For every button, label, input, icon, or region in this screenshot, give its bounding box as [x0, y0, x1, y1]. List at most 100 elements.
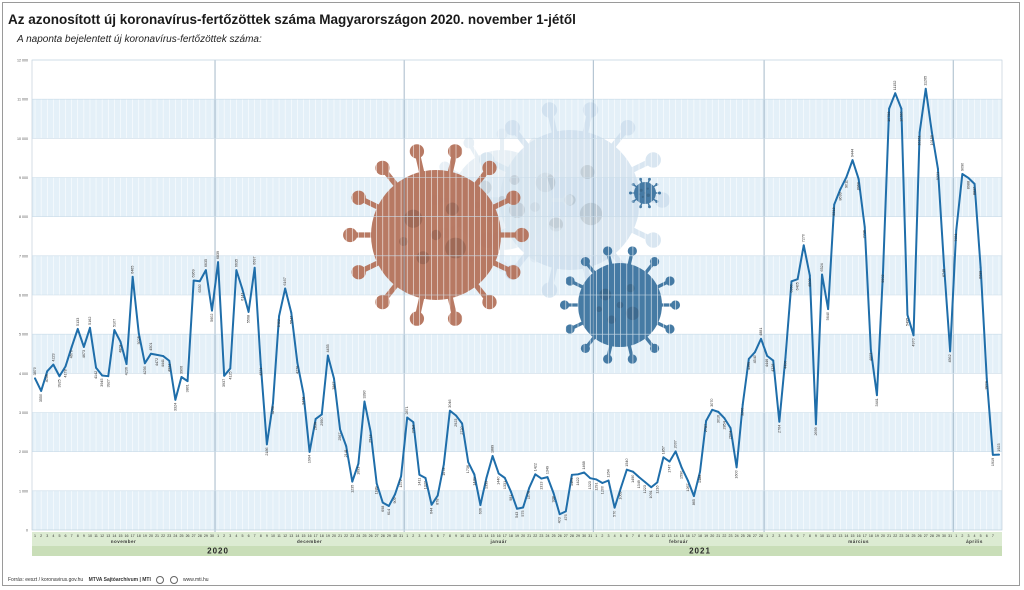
virus-spot [580, 165, 595, 179]
x-tick-label: 23 [167, 534, 171, 538]
data-point [424, 477, 427, 479]
credit-text: MTVA Sajtóarchívum | MTI [88, 577, 151, 583]
x-tick-label: 3 [229, 534, 231, 538]
data-label: 8960 [857, 182, 861, 190]
data-label: 9444 [851, 149, 855, 157]
data-point [723, 417, 726, 420]
x-tick-label: 14 [844, 534, 848, 538]
data-point [979, 266, 982, 269]
month-label: április [966, 539, 983, 544]
data-point [308, 451, 311, 453]
year-label: 2021 [689, 547, 711, 556]
x-tick-label: 21 [527, 534, 531, 538]
data-point [528, 486, 531, 489]
data-label: 1349 [637, 480, 641, 488]
x-tick-label: 6 [65, 534, 67, 538]
virus-spike-tip [343, 227, 358, 243]
x-tick-label: 18 [509, 534, 513, 538]
data-label: 1747 [668, 465, 672, 473]
data-label: 4321 [167, 364, 171, 372]
data-label: 614 [387, 509, 391, 515]
virus-spot [445, 237, 466, 259]
virus-spike-tip [553, 161, 565, 173]
data-label: 5133 [76, 318, 80, 326]
data-label: 1600 [735, 470, 739, 478]
x-tick-label: 9 [266, 534, 268, 538]
x-tick-label: 8 [77, 534, 79, 538]
data-point [686, 479, 689, 482]
data-point [796, 278, 799, 281]
x-tick-label: 15 [118, 534, 122, 538]
data-label: 1313 [539, 482, 543, 490]
data-label: 2699 [814, 427, 818, 435]
month-label: február [669, 539, 688, 544]
x-tick-label: 26 [186, 534, 190, 538]
data-label: 6635 [204, 259, 208, 267]
x-tick-label: 14 [295, 534, 299, 538]
data-label: 3478 [301, 397, 305, 405]
data-point [204, 269, 207, 272]
x-tick-label: 24 [546, 534, 550, 538]
x-tick-label: 8 [638, 534, 640, 538]
data-point [333, 377, 335, 380]
data-point [650, 486, 653, 489]
data-label: 4540 [753, 355, 757, 363]
x-tick-label: 19 [143, 534, 147, 538]
y-tick-label: 12 000 [17, 59, 28, 63]
data-label: 1091 [649, 490, 653, 498]
data-label: 5462 [277, 319, 281, 327]
data-point [943, 264, 945, 267]
x-tick-label: 10 [460, 534, 464, 538]
virus-spike-tip [529, 137, 541, 149]
virus-spike-tip [409, 311, 425, 326]
x-tick-label: 23 [899, 534, 903, 538]
x-tick-label: 17 [131, 534, 135, 538]
data-point [564, 510, 567, 513]
x-tick-label: 30 [210, 534, 214, 538]
data-label: 4142 [94, 371, 98, 379]
data-point [985, 377, 988, 380]
virus-spike-tip [482, 160, 497, 176]
data-point [601, 482, 604, 484]
x-tick-label: 18 [320, 534, 324, 538]
data-label: 7270 [802, 234, 806, 242]
data-label: 6141 [240, 292, 244, 300]
x-tick-label: 24 [173, 534, 177, 538]
data-label: 1468 [582, 461, 586, 469]
data-label: 6405 [796, 282, 800, 290]
virus-spike-tip [351, 190, 366, 205]
data-label: 5025 [137, 336, 141, 344]
data-label: 1440 [497, 477, 501, 485]
data-label: 8837 [973, 187, 977, 195]
virus-spike-tip [565, 324, 575, 334]
data-point [107, 375, 110, 378]
virus-spot [579, 202, 603, 226]
data-point [375, 482, 378, 485]
data-label: 1327 [423, 481, 427, 489]
x-tick-label: 13 [289, 534, 293, 538]
virus-spike-tip [562, 194, 574, 206]
data-label: 4603 [869, 353, 873, 361]
x-tick-label: 28 [198, 534, 202, 538]
data-label: 10760 [899, 112, 903, 122]
virus-spike-tip [541, 102, 558, 118]
data-label: 1420 [472, 477, 476, 485]
x-tick-label: 17 [692, 534, 696, 538]
x-tick-label: 4 [424, 534, 426, 538]
x-tick-label: 13 [838, 534, 842, 538]
data-point [223, 374, 226, 377]
data-label: 1349 [546, 466, 550, 474]
data-point [522, 506, 525, 509]
x-tick-label: 7 [71, 534, 73, 538]
virus-spike-tip [655, 200, 659, 204]
y-tick-label: 3 000 [19, 411, 28, 415]
x-tick-label: 6 [626, 534, 628, 538]
virus-spot [616, 301, 624, 309]
data-label: 878 [436, 499, 440, 505]
x-tick-label: 25 [552, 534, 556, 538]
data-label: 4808 [118, 345, 122, 353]
x-tick-label: 28 [570, 534, 574, 538]
data-point [485, 476, 488, 479]
data-point [509, 490, 512, 493]
x-tick-label: 14 [112, 534, 116, 538]
